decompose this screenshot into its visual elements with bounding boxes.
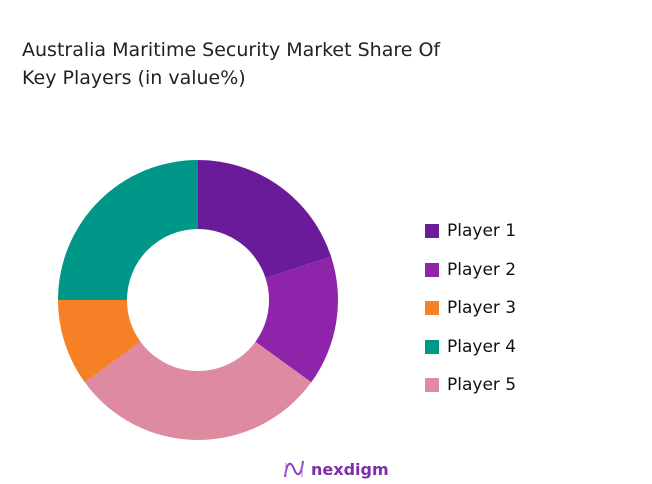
slice-player-3 xyxy=(58,300,141,383)
slice-player-5 xyxy=(84,341,312,440)
legend-swatch xyxy=(425,339,439,354)
legend-swatch xyxy=(425,224,439,239)
logo-text: nexdigm xyxy=(311,459,389,479)
legend-item-player-2: Player 2 xyxy=(425,251,516,290)
nexdigm-logo-icon xyxy=(284,460,304,478)
slice-player-1 xyxy=(198,160,332,279)
chart-title: Australia Maritime Security Market Share… xyxy=(22,39,441,89)
legend-label: Player 5 xyxy=(447,375,517,396)
legend-label: Player 1 xyxy=(447,221,517,242)
legend-label: Player 2 xyxy=(447,259,517,280)
legend-label: Player 4 xyxy=(447,336,517,357)
legend-swatch xyxy=(425,378,439,393)
legend-item-player-1: Player 1 xyxy=(425,212,516,251)
slice-player-2 xyxy=(255,256,338,383)
legend-item-player-5: Player 5 xyxy=(425,366,516,405)
nexdigm-logo: nexdigm xyxy=(283,459,389,479)
legend-swatch xyxy=(425,301,439,316)
legend-label: Player 3 xyxy=(447,298,517,319)
legend-swatch xyxy=(425,262,439,277)
legend-item-player-3: Player 3 xyxy=(425,289,516,328)
legend-item-player-4: Player 4 xyxy=(425,328,516,367)
legend: Player 1 Player 2 Player 3 Player 4 Player 5 xyxy=(425,212,516,405)
slice-player-4 xyxy=(58,160,198,300)
